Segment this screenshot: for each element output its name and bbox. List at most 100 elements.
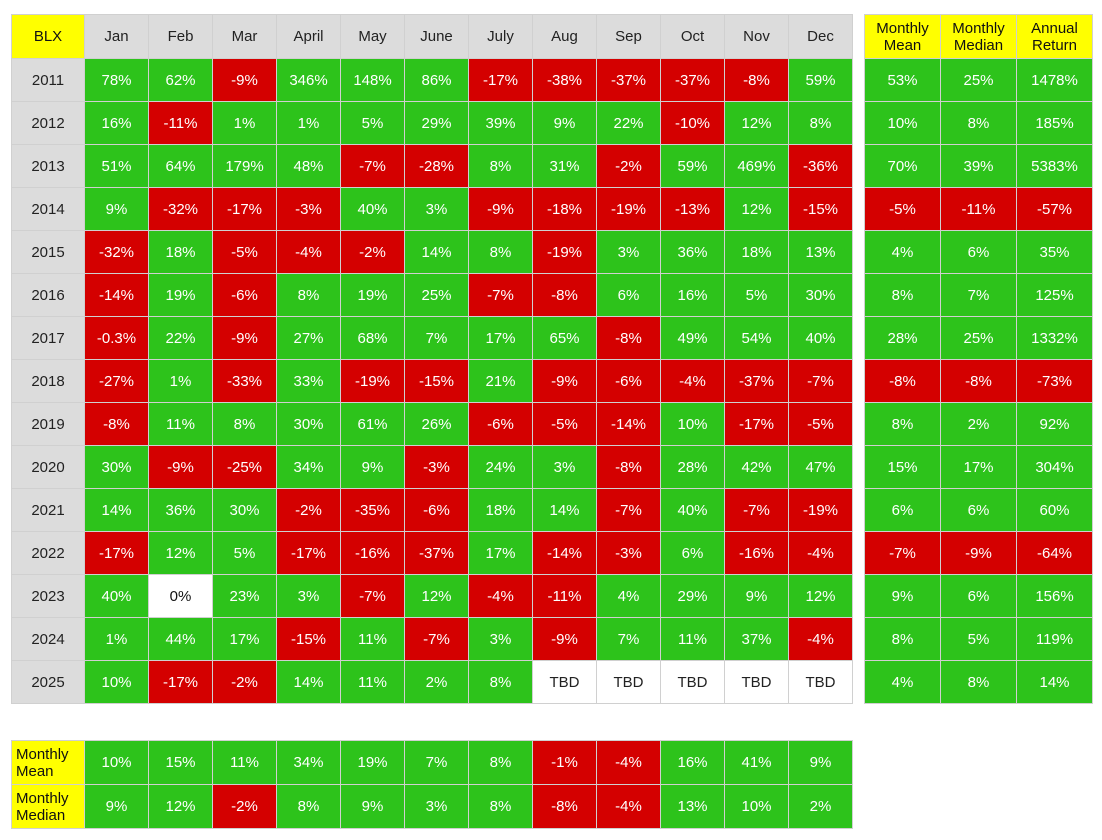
summary-cell: -5% <box>864 187 941 231</box>
return-cell: -17% <box>84 531 149 575</box>
return-cell: 59% <box>660 144 725 188</box>
summary-row: 6% 6% 60% <box>864 488 1093 532</box>
month-header: Sep <box>596 14 661 59</box>
return-cell: 13% <box>788 230 853 274</box>
summary-row: 10% 8% 185% <box>864 101 1093 145</box>
summary-cell: 156% <box>1016 574 1093 618</box>
return-cell: -3% <box>404 445 469 489</box>
stats-cell: 3% <box>404 784 469 829</box>
summary-cell: 125% <box>1016 273 1093 317</box>
return-cell: 62% <box>148 58 213 102</box>
return-cell: 36% <box>660 230 725 274</box>
return-cell: 26% <box>404 402 469 446</box>
year-row: 2020 30% -9% -25% 34% 9% -3% 24% 3% -8% 28% 42% 47% <box>11 445 853 489</box>
year-label: 2017 <box>11 316 85 360</box>
return-cell: 22% <box>596 101 661 145</box>
return-cell: 59% <box>788 58 853 102</box>
return-cell: -14% <box>532 531 597 575</box>
return-cell: 40% <box>660 488 725 532</box>
return-cell: 14% <box>404 230 469 274</box>
month-header: Jan <box>84 14 149 59</box>
stats-cell: -4% <box>596 784 661 829</box>
return-cell: 14% <box>276 660 341 704</box>
return-cell: 8% <box>468 144 533 188</box>
summary-cell: 8% <box>864 402 941 446</box>
stats-cell: 8% <box>276 784 341 829</box>
return-cell: -9% <box>212 316 277 360</box>
return-cell: 11% <box>660 617 725 661</box>
return-cell: -18% <box>532 187 597 231</box>
return-cell: 1% <box>276 101 341 145</box>
return-cell: -19% <box>596 187 661 231</box>
return-cell: 12% <box>148 531 213 575</box>
return-cell: -17% <box>724 402 789 446</box>
return-cell: -3% <box>276 187 341 231</box>
summary-cell: -11% <box>940 187 1017 231</box>
return-cell: -6% <box>596 359 661 403</box>
return-cell: TBD <box>660 660 725 704</box>
return-cell: -9% <box>468 187 533 231</box>
stats-label: Monthly Mean <box>11 740 85 785</box>
summary-cell: -8% <box>940 359 1017 403</box>
return-cell: 18% <box>724 230 789 274</box>
return-cell: 42% <box>724 445 789 489</box>
return-cell: 7% <box>596 617 661 661</box>
return-cell: 5% <box>212 531 277 575</box>
return-cell: -8% <box>596 316 661 360</box>
return-cell: -7% <box>340 144 405 188</box>
month-header: April <box>276 14 341 59</box>
return-cell: -0.3% <box>84 316 149 360</box>
return-cell: -11% <box>148 101 213 145</box>
summary-header-text: Return <box>1031 36 1078 54</box>
stats-cell: -4% <box>596 740 661 785</box>
return-cell: 65% <box>532 316 597 360</box>
return-cell: -3% <box>596 531 661 575</box>
summary-header-text: Annual <box>1031 19 1078 37</box>
summary-cell: 25% <box>940 316 1017 360</box>
return-cell: 36% <box>148 488 213 532</box>
return-cell: -35% <box>340 488 405 532</box>
summary-table: Monthly Mean Monthly Median Annual Return 53%… <box>864 14 1093 704</box>
return-cell: 10% <box>660 402 725 446</box>
return-cell: -8% <box>724 58 789 102</box>
return-cell: -38% <box>532 58 597 102</box>
summary-header-row: Monthly Mean Monthly Median Annual Return <box>864 14 1093 59</box>
summary-cell: 15% <box>864 445 941 489</box>
return-cell: -14% <box>596 402 661 446</box>
return-cell: 40% <box>788 316 853 360</box>
return-cell: 4% <box>596 574 661 618</box>
return-cell: 12% <box>788 574 853 618</box>
summary-cell: 119% <box>1016 617 1093 661</box>
return-cell: 33% <box>276 359 341 403</box>
return-cell: 6% <box>596 273 661 317</box>
stats-cell: 7% <box>404 740 469 785</box>
return-cell: 34% <box>276 445 341 489</box>
stats-cell: 8% <box>468 740 533 785</box>
summary-cell: 1332% <box>1016 316 1093 360</box>
return-cell: -10% <box>660 101 725 145</box>
return-cell: -16% <box>724 531 789 575</box>
year-label: 2024 <box>11 617 85 661</box>
return-cell: TBD <box>532 660 597 704</box>
summary-cell: 10% <box>864 101 941 145</box>
stats-cell: 9% <box>84 784 149 829</box>
return-cell: 9% <box>724 574 789 618</box>
summary-row: 28% 25% 1332% <box>864 316 1093 360</box>
return-cell: 30% <box>788 273 853 317</box>
return-cell: 5% <box>724 273 789 317</box>
return-cell: -4% <box>788 531 853 575</box>
return-cell: 19% <box>340 273 405 317</box>
summary-cell: 8% <box>864 273 941 317</box>
summary-header: Monthly Median <box>940 14 1017 59</box>
return-cell: -9% <box>532 359 597 403</box>
summary-header: Annual Return <box>1016 14 1093 59</box>
return-cell: 8% <box>788 101 853 145</box>
return-cell: -4% <box>788 617 853 661</box>
summary-header-text: Monthly <box>876 19 929 37</box>
return-cell: -7% <box>404 617 469 661</box>
return-cell: -32% <box>84 230 149 274</box>
return-cell: 28% <box>660 445 725 489</box>
return-cell: -15% <box>276 617 341 661</box>
return-cell: 8% <box>468 660 533 704</box>
return-cell: 5% <box>340 101 405 145</box>
